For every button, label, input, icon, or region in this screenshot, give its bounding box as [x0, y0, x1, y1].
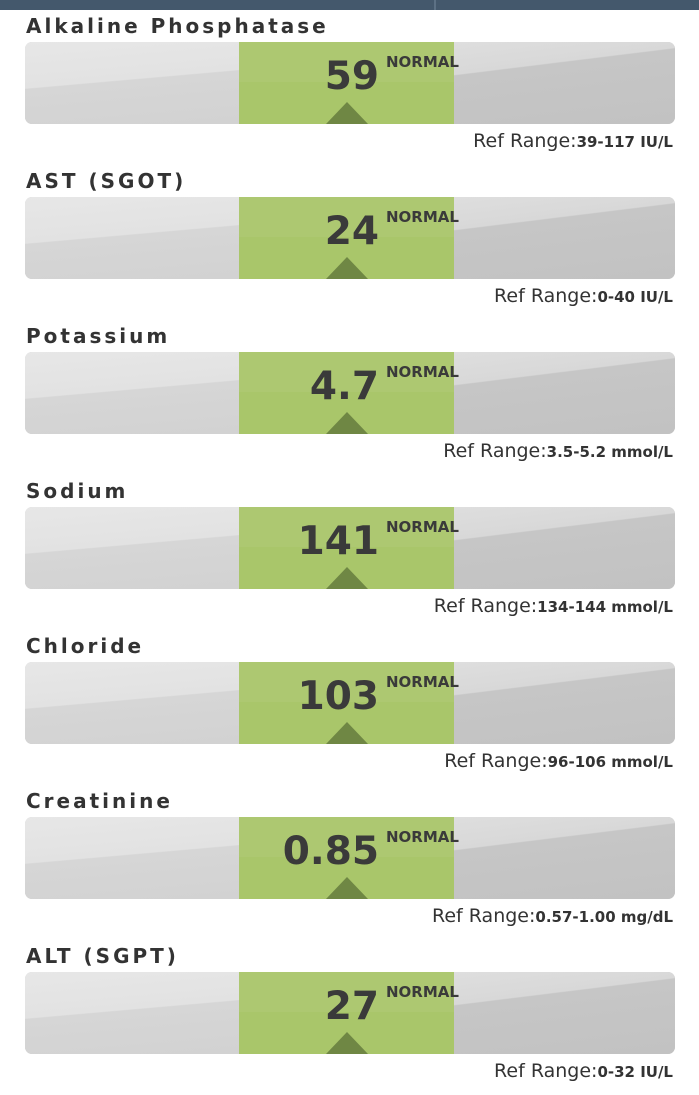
ref-range-value: 96-106 mmol/L [547, 753, 673, 771]
lab-result-potassium[interactable]: Potassium 4.7 NORMAL Ref Range:3.5-5.2 m… [0, 320, 699, 475]
ref-range: Ref Range:3.5-5.2 mmol/L [443, 440, 673, 462]
gauge-low-segment [25, 197, 239, 279]
pointer-triangle-icon [326, 412, 368, 434]
result-value: 103 [297, 674, 379, 719]
test-name: ALT (SGPT) [26, 944, 179, 968]
pointer-triangle-icon [326, 567, 368, 589]
gauge-normal-segment: 141 NORMAL [239, 507, 459, 589]
status-label: NORMAL [386, 673, 459, 691]
gauge-low-segment [25, 972, 239, 1054]
gauge-low-segment [25, 42, 239, 124]
ref-range-label: Ref Range: [444, 750, 548, 772]
gauge-normal-segment: 0.85 NORMAL [239, 817, 459, 899]
status-label: NORMAL [386, 208, 459, 226]
gauge-normal-segment: 24 NORMAL [239, 197, 459, 279]
test-name: AST (SGOT) [26, 169, 187, 193]
result-value: 4.7 [309, 364, 379, 409]
pointer-triangle-icon [326, 722, 368, 744]
range-gauge: 59 NORMAL [25, 42, 675, 124]
range-gauge: 103 NORMAL [25, 662, 675, 744]
gauge-high-segment [454, 352, 675, 434]
range-gauge: 24 NORMAL [25, 197, 675, 279]
result-value: 141 [297, 519, 379, 564]
ref-range-label: Ref Range: [473, 130, 577, 152]
gauge-low-segment [25, 662, 239, 744]
ref-range-label: Ref Range: [494, 1060, 598, 1082]
test-name: Chloride [26, 634, 145, 658]
lab-result-chloride[interactable]: Chloride 103 NORMAL Ref Range:96-106 mmo… [0, 630, 699, 785]
range-gauge: 141 NORMAL [25, 507, 675, 589]
ref-range-label: Ref Range: [432, 905, 536, 927]
lab-result-sodium[interactable]: Sodium 141 NORMAL Ref Range:134-144 mmol… [0, 475, 699, 630]
ref-range: Ref Range:39-117 IU/L [473, 130, 673, 152]
ref-range: Ref Range:0.57-1.00 mg/dL [432, 905, 673, 927]
result-value: 27 [324, 984, 379, 1029]
gauge-high-segment [454, 662, 675, 744]
gauge-high-segment [454, 507, 675, 589]
header-bar [0, 0, 699, 10]
ref-range-value: 134-144 mmol/L [537, 598, 673, 616]
gauge-low-segment [25, 817, 239, 899]
test-name: Sodium [26, 479, 129, 503]
ref-range-label: Ref Range: [433, 595, 538, 617]
result-value: 0.85 [282, 829, 379, 874]
gauge-high-segment [454, 817, 675, 899]
pointer-triangle-icon [326, 877, 368, 899]
lab-result-alkaline-phosphatase[interactable]: Alkaline Phosphatase 59 NORMAL Ref Range… [0, 10, 699, 165]
ref-range-value: 0.57-1.00 mg/dL [535, 908, 673, 926]
ref-range-label: Ref Range: [494, 285, 598, 307]
ref-range-value: 0-40 IU/L [597, 288, 673, 306]
gauge-normal-segment: 59 NORMAL [239, 42, 459, 124]
pointer-triangle-icon [326, 102, 368, 124]
gauge-normal-segment: 103 NORMAL [239, 662, 459, 744]
status-label: NORMAL [386, 983, 459, 1001]
gauge-low-segment [25, 352, 239, 434]
status-label: NORMAL [386, 518, 459, 536]
range-gauge: 4.7 NORMAL [25, 352, 675, 434]
ref-range: Ref Range:96-106 mmol/L [444, 750, 673, 772]
test-name: Alkaline Phosphatase [26, 14, 329, 38]
test-name: Potassium [26, 324, 171, 348]
gauge-high-segment [454, 42, 675, 124]
gauge-high-segment [454, 197, 675, 279]
ref-range-value: 39-117 IU/L [576, 133, 673, 151]
pointer-triangle-icon [326, 1032, 368, 1054]
lab-result-alt[interactable]: ALT (SGPT) 27 NORMAL Ref Range:0-32 IU/L [0, 940, 699, 1095]
ref-range-value: 3.5-5.2 mmol/L [546, 443, 673, 461]
pointer-triangle-icon [326, 257, 368, 279]
result-value: 24 [324, 209, 379, 254]
status-label: NORMAL [386, 828, 459, 846]
lab-result-creatinine[interactable]: Creatinine 0.85 NORMAL Ref Range:0.57-1.… [0, 785, 699, 940]
ref-range-value: 0-32 IU/L [597, 1063, 673, 1081]
gauge-high-segment [454, 972, 675, 1054]
header-divider [434, 0, 436, 10]
ref-range-label: Ref Range: [443, 440, 547, 462]
status-label: NORMAL [386, 53, 459, 71]
gauge-normal-segment: 27 NORMAL [239, 972, 459, 1054]
range-gauge: 27 NORMAL [25, 972, 675, 1054]
ref-range: Ref Range:0-32 IU/L [494, 1060, 673, 1082]
ref-range: Ref Range:0-40 IU/L [494, 285, 673, 307]
ref-range: Ref Range:134-144 mmol/L [434, 595, 673, 617]
result-value: 59 [324, 54, 379, 99]
gauge-normal-segment: 4.7 NORMAL [239, 352, 459, 434]
status-label: NORMAL [386, 363, 459, 381]
test-name: Creatinine [26, 789, 173, 813]
lab-result-ast[interactable]: AST (SGOT) 24 NORMAL Ref Range:0-40 IU/L [0, 165, 699, 320]
range-gauge: 0.85 NORMAL [25, 817, 675, 899]
gauge-low-segment [25, 507, 239, 589]
